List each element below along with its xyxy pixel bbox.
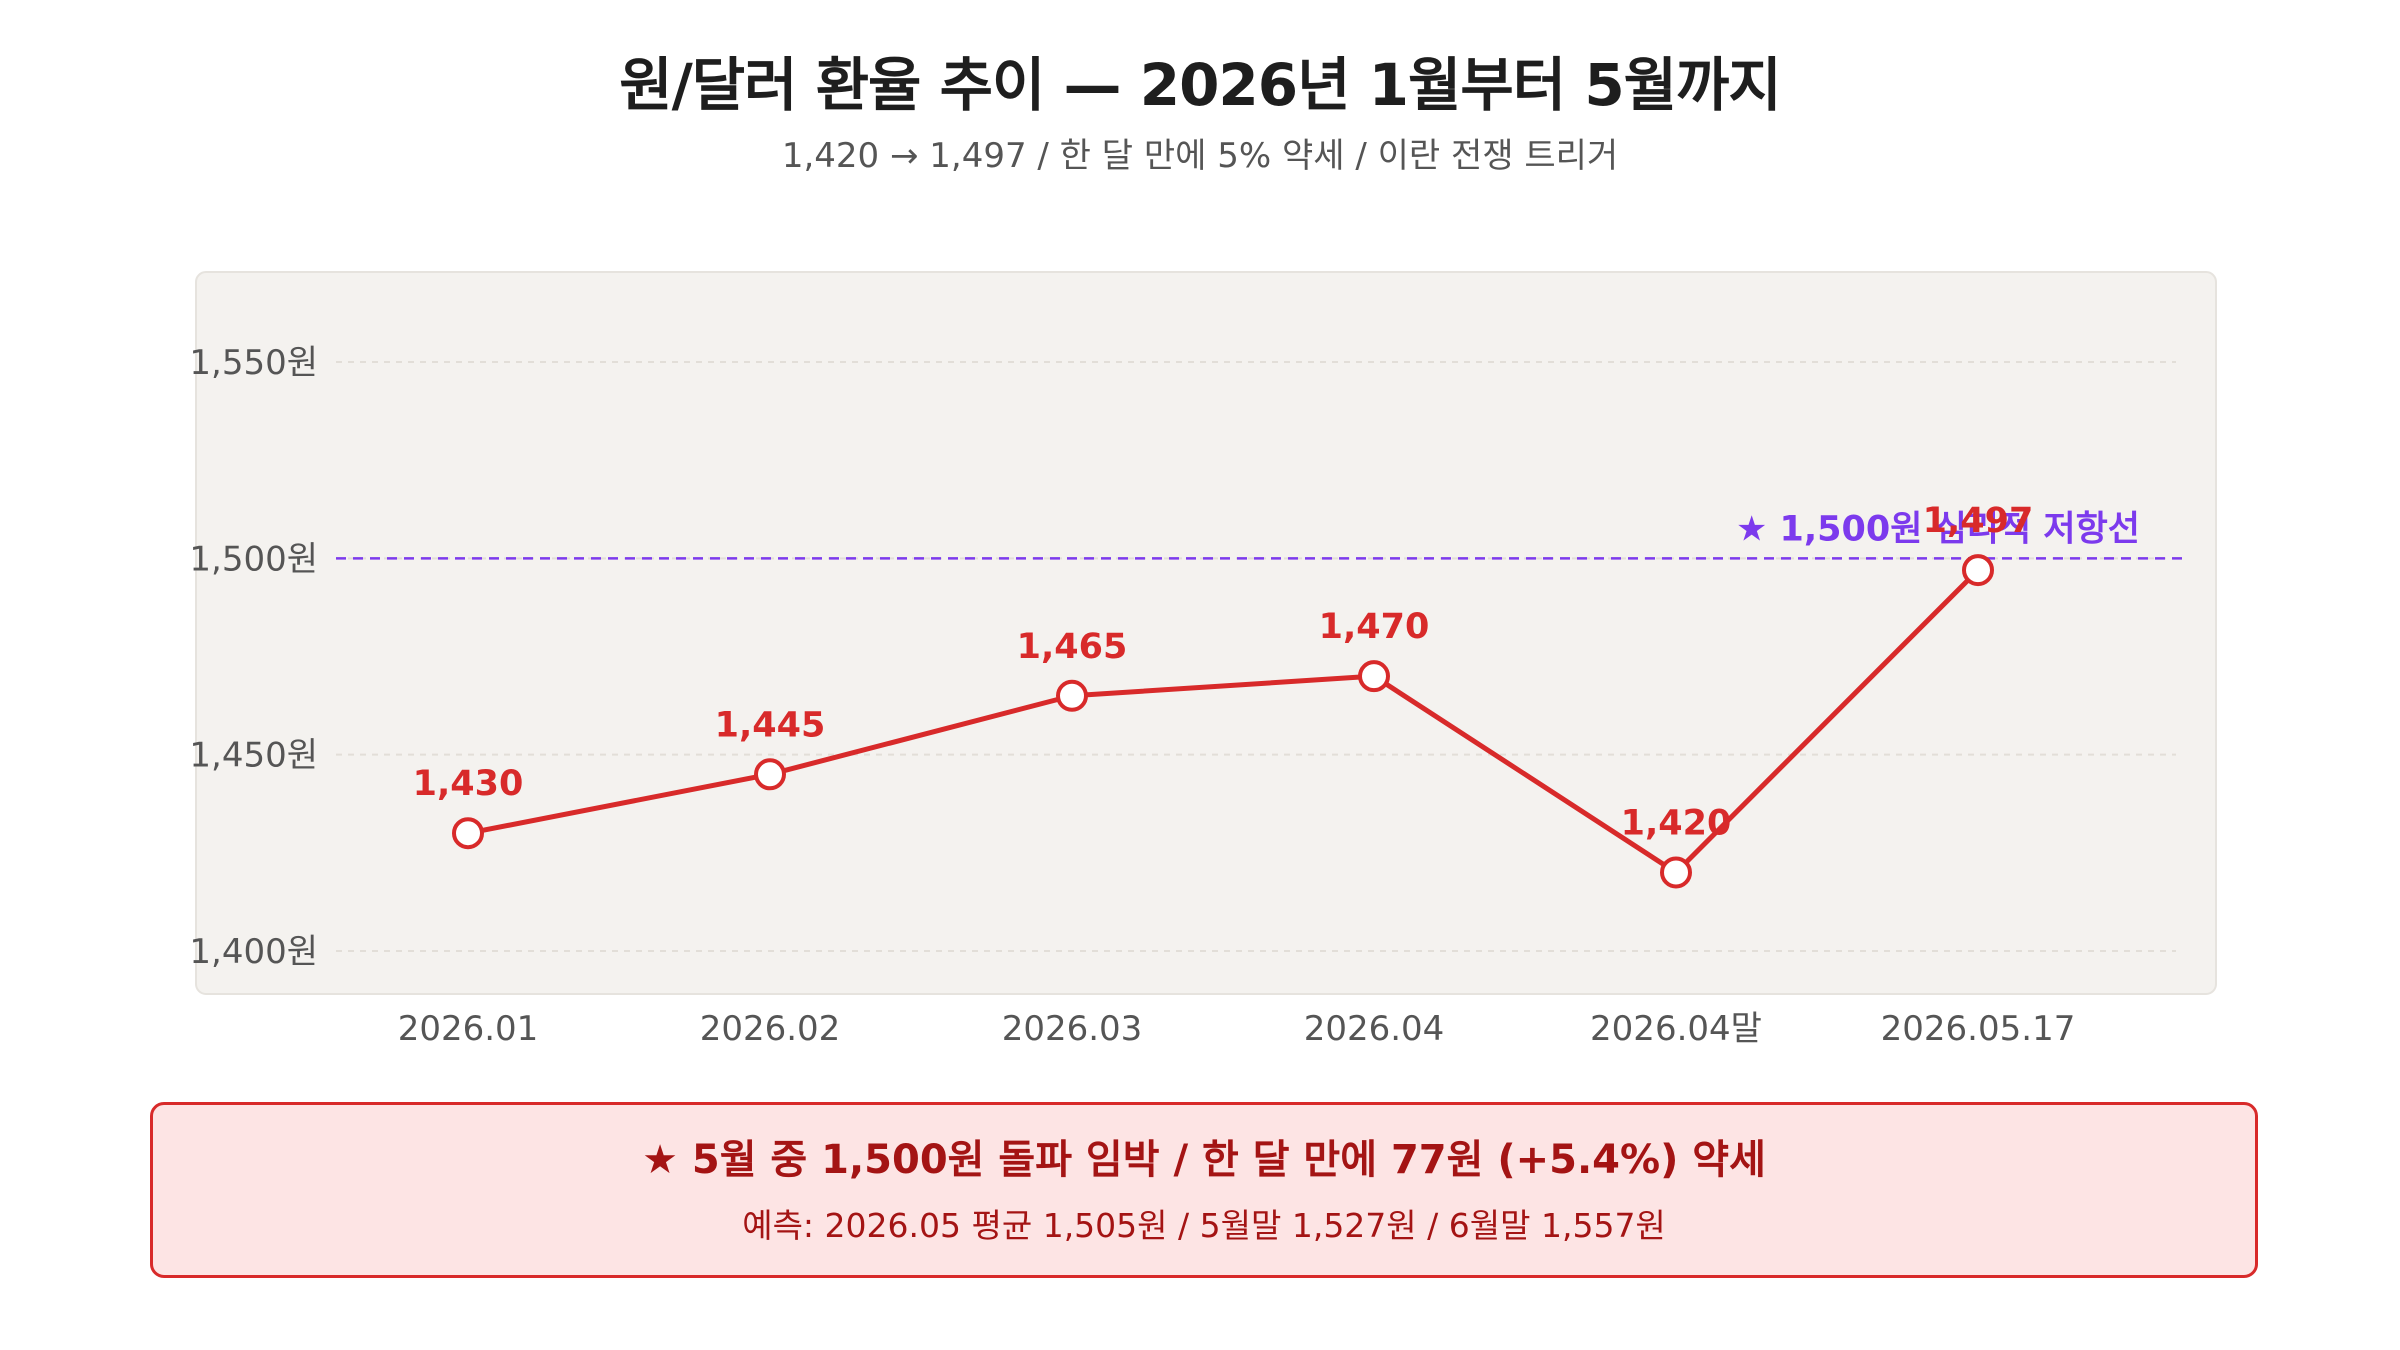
x-tick-label: 2026.03: [1002, 1009, 1143, 1049]
x-tick-label: 2026.05.17: [1881, 1009, 2076, 1049]
summary-box: ★ 5월 중 1,500원 돌파 임박 / 한 달 만에 77원 (+5.4%)…: [150, 1102, 2258, 1278]
y-tick-label: 1,550원: [189, 343, 318, 383]
series-line: [465, 567, 1981, 875]
y-tick-label: 1,400원: [189, 932, 318, 972]
y-tick-label: 1,500원: [189, 539, 318, 579]
data-label: 1,497: [1923, 501, 2034, 541]
y-tick-label: 1,450원: [189, 736, 318, 776]
plot-background: [195, 271, 2217, 995]
data-label: 1,445: [715, 705, 826, 745]
summary-headline: ★ 5월 중 1,500원 돌파 임박 / 한 달 만에 77원 (+5.4%)…: [642, 1137, 1766, 1183]
data-point: [452, 817, 484, 850]
summary-forecast: 예측: 2026.05 평균 1,505원 / 5월말 1,527원 / 6월말…: [742, 1206, 1666, 1245]
data-point: [754, 758, 786, 791]
data-point: [1056, 679, 1088, 712]
data-point: [1358, 660, 1390, 693]
chart-subtitle: 1,420 → 1,497 / 한 달 만에 5% 약세 / 이란 전쟁 트리거: [781, 136, 1619, 176]
x-tick-label: 2026.04: [1304, 1009, 1445, 1049]
data-label: 1,420: [1621, 803, 1732, 843]
data-point: [1962, 554, 1994, 587]
data-point: [1660, 856, 1692, 889]
chart-title: 원/달러 환율 추이 — 2026년 1월부터 5월까지: [619, 51, 1782, 119]
reference-line-label: ★ 1,500원 심리적 저항선: [1736, 509, 2140, 549]
data-label: 1,470: [1319, 607, 1430, 647]
data-label: 1,465: [1017, 627, 1128, 667]
data-label: 1,430: [413, 764, 524, 804]
exchange-rate-line-chart: ★ 1,500원 심리적 저항선 1,430 1,445 1,465 1,470 1,4…: [189, 271, 2217, 1049]
x-tick-label: 2026.01: [398, 1009, 539, 1049]
x-tick-label: 2026.04말: [1590, 1009, 1762, 1049]
x-tick-label: 2026.02: [700, 1009, 841, 1049]
